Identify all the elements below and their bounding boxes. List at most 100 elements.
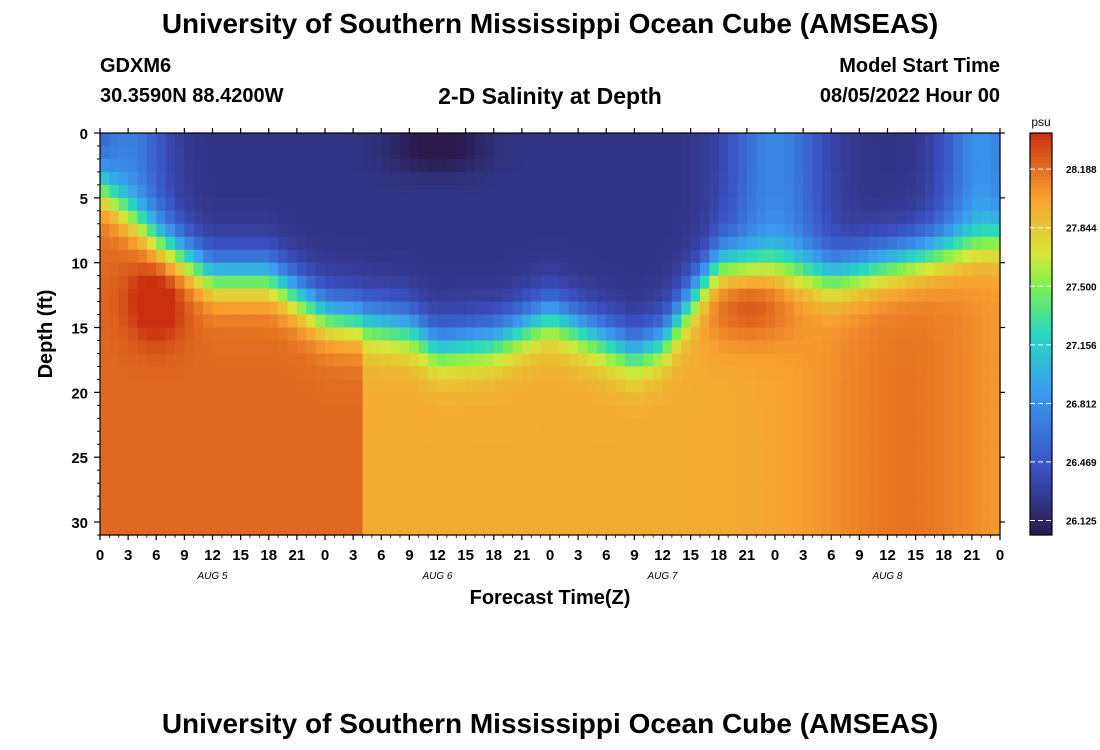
x-tick-label: 3 bbox=[574, 547, 582, 564]
heatmap-cell bbox=[531, 327, 542, 342]
heatmap-cell bbox=[156, 405, 167, 419]
heatmap-cell bbox=[587, 249, 598, 264]
heatmap-cell bbox=[475, 171, 485, 186]
heatmap-cell bbox=[390, 496, 401, 510]
heatmap-cell bbox=[306, 431, 317, 445]
heatmap-cell bbox=[784, 327, 795, 342]
colorbar-swatch bbox=[1030, 474, 1052, 479]
heatmap-cell bbox=[156, 145, 167, 160]
heatmap-cell bbox=[906, 340, 917, 355]
heatmap-cell bbox=[887, 457, 898, 471]
heatmap-cell bbox=[746, 171, 757, 186]
heatmap-cell bbox=[231, 223, 242, 238]
heatmap-cell bbox=[625, 340, 635, 355]
heatmap-cell bbox=[587, 301, 598, 316]
heatmap-cell bbox=[868, 275, 879, 290]
heatmap-cell bbox=[587, 379, 598, 393]
heatmap-cell bbox=[493, 418, 504, 432]
heatmap-cell bbox=[662, 223, 673, 238]
heatmap-cell bbox=[728, 405, 739, 419]
heatmap-cell bbox=[193, 457, 204, 471]
heatmap-cell bbox=[606, 405, 617, 419]
heatmap-cell bbox=[409, 184, 420, 199]
heatmap-cell bbox=[193, 210, 204, 225]
heatmap-cell bbox=[981, 366, 992, 380]
heatmap-cell bbox=[137, 288, 148, 303]
heatmap-cell bbox=[184, 431, 195, 445]
heatmap-cell bbox=[184, 301, 195, 316]
heatmap-cell bbox=[175, 496, 185, 510]
heatmap-cell bbox=[962, 158, 973, 173]
heatmap-cell bbox=[203, 145, 214, 160]
heatmap-cell bbox=[878, 405, 889, 419]
heatmap-cell bbox=[662, 133, 673, 147]
heatmap-cell bbox=[137, 133, 148, 147]
heatmap-cell bbox=[943, 158, 954, 173]
heatmap-cell bbox=[765, 496, 776, 510]
y-tick-label: 5 bbox=[80, 191, 88, 208]
heatmap-cell bbox=[615, 483, 626, 497]
heatmap-cell bbox=[306, 314, 317, 329]
heatmap-cell bbox=[606, 366, 617, 380]
heatmap-cell bbox=[868, 314, 879, 329]
heatmap-cell bbox=[118, 444, 129, 458]
heatmap-cell bbox=[690, 262, 701, 277]
heatmap-cell bbox=[850, 301, 860, 316]
heatmap-cell bbox=[109, 444, 120, 458]
heatmap-cell bbox=[100, 314, 110, 329]
heatmap-cell bbox=[634, 158, 645, 173]
heatmap-cell bbox=[831, 496, 842, 510]
heatmap-cell bbox=[606, 379, 617, 393]
heatmap-cell bbox=[250, 483, 260, 497]
heatmap-cell bbox=[775, 405, 785, 419]
heatmap-cell bbox=[128, 366, 139, 380]
heatmap-cell bbox=[840, 288, 851, 303]
heatmap-cell bbox=[268, 405, 279, 419]
heatmap-cell bbox=[221, 223, 232, 238]
heatmap-cell bbox=[540, 470, 551, 484]
heatmap-cell bbox=[821, 145, 832, 160]
heatmap-cell bbox=[615, 184, 626, 199]
heatmap-cell bbox=[653, 327, 664, 342]
heatmap-cell bbox=[268, 314, 279, 329]
heatmap-cell bbox=[821, 327, 832, 342]
heatmap-cell bbox=[512, 327, 523, 342]
heatmap-cell bbox=[390, 236, 401, 251]
heatmap-cell bbox=[709, 145, 720, 160]
heatmap-cell bbox=[925, 340, 935, 355]
heatmap-cell bbox=[915, 353, 926, 368]
heatmap-cell bbox=[362, 223, 373, 238]
heatmap-cell bbox=[521, 340, 532, 355]
colorbar-swatch bbox=[1030, 200, 1052, 204]
heatmap-cell bbox=[559, 457, 570, 471]
heatmap-cell bbox=[268, 249, 279, 264]
heatmap-cell bbox=[821, 392, 832, 406]
heatmap-cell bbox=[475, 522, 485, 536]
heatmap-cell bbox=[100, 340, 110, 355]
heatmap-cell bbox=[512, 223, 523, 238]
heatmap-cell bbox=[840, 340, 851, 355]
heatmap-cell bbox=[278, 288, 289, 303]
heatmap-cell bbox=[775, 457, 785, 471]
heatmap-cell bbox=[578, 145, 589, 160]
heatmap-cell bbox=[934, 275, 945, 290]
heatmap-cell bbox=[643, 236, 654, 251]
heatmap-cell bbox=[859, 496, 870, 510]
heatmap-cell bbox=[306, 197, 317, 212]
heatmap-cell bbox=[296, 340, 307, 355]
heatmap-cell bbox=[315, 210, 326, 225]
heatmap-cell bbox=[981, 496, 992, 510]
heatmap-cell bbox=[634, 470, 645, 484]
heatmap-cell bbox=[362, 236, 373, 251]
heatmap-cell bbox=[146, 353, 157, 368]
heatmap-cell bbox=[259, 392, 270, 406]
heatmap-cell bbox=[859, 197, 870, 212]
heatmap-cell bbox=[653, 522, 664, 536]
heatmap-cell bbox=[259, 496, 270, 510]
heatmap-cell bbox=[531, 366, 542, 380]
heatmap-cell bbox=[259, 522, 270, 536]
heatmap-cell bbox=[484, 496, 495, 510]
heatmap-cell bbox=[315, 236, 326, 251]
heatmap-cell bbox=[981, 418, 992, 432]
colorbar-swatch bbox=[1030, 501, 1052, 506]
